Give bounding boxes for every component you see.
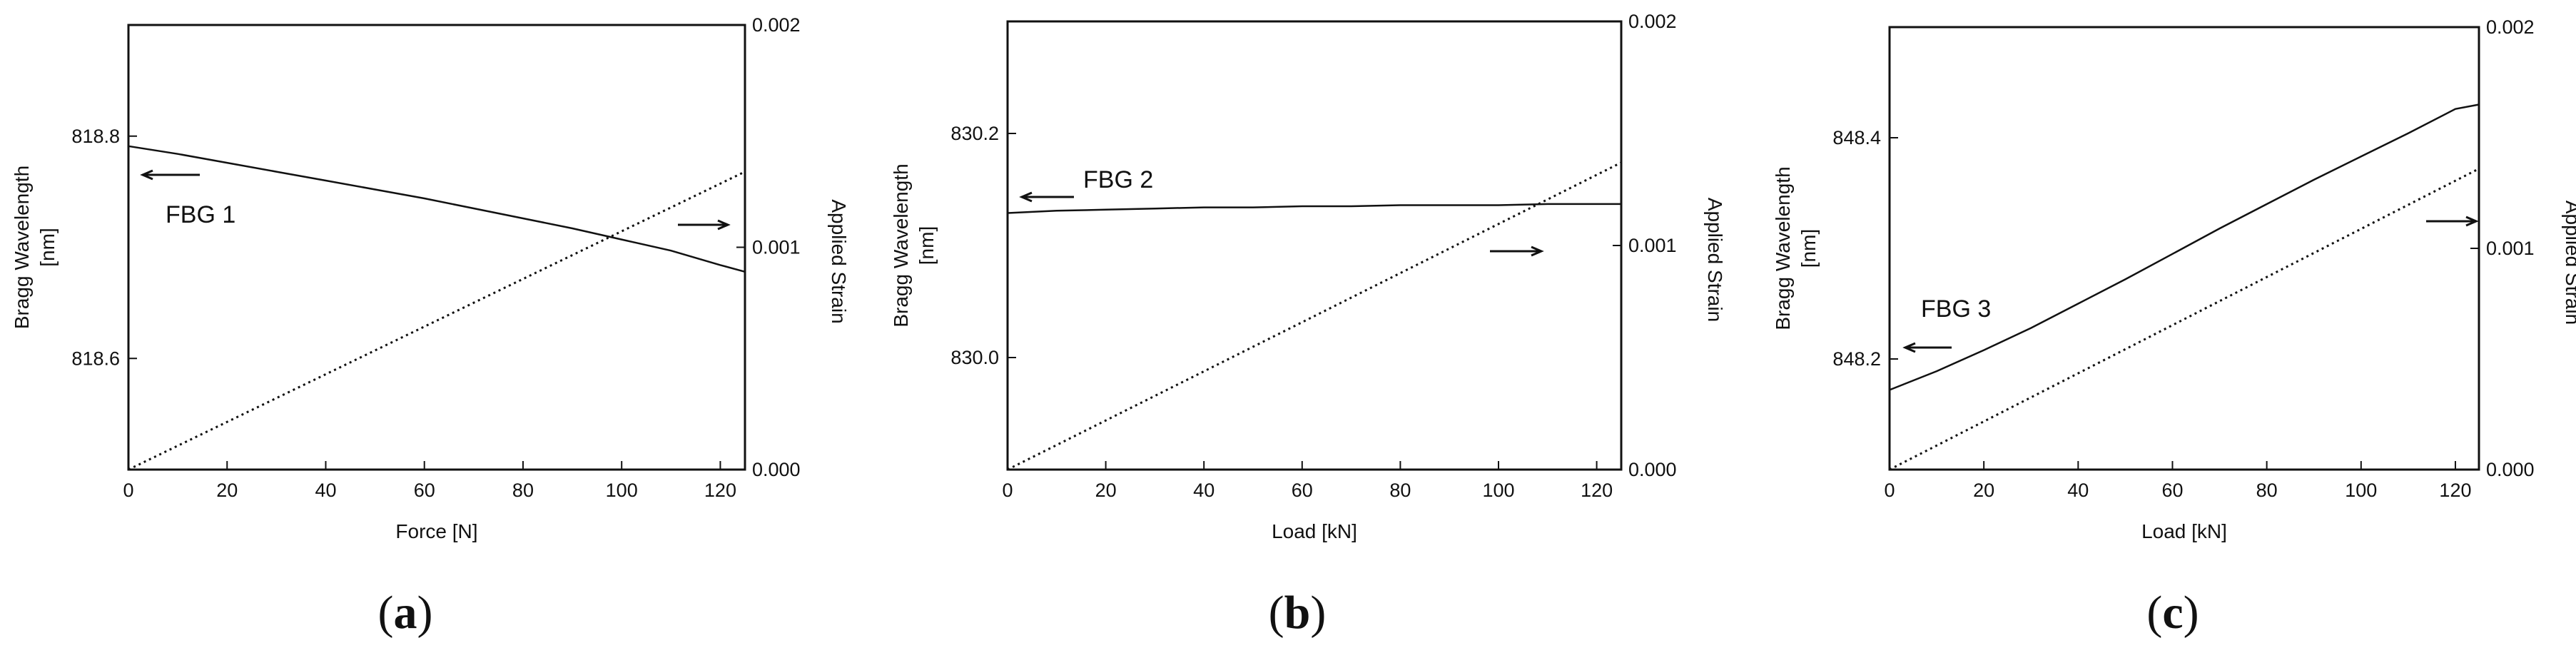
x-tick-label: 20 [1095,480,1117,501]
y-tick-label: 848.2 [1832,348,1881,370]
x-axis-title: Load [kN] [1272,520,1357,542]
series-label: FBG 1 [166,201,235,228]
x-tick-label: 0 [1884,480,1895,501]
caption-open-paren: ( [378,587,394,639]
y2-axis-title: Applied Strain [1704,198,1726,322]
left-arrowhead [140,169,153,181]
x-tick-label: 40 [1193,480,1215,501]
y2-axis-title: Applied Strain [2562,201,2576,325]
y-axis-title: Bragg Wavelength [nm] [11,166,59,329]
x-tick-label: 120 [2439,480,2471,501]
y2-tick-label: 0.001 [2486,238,2535,259]
x-tick-label: 60 [414,480,435,501]
strain-series-line [1889,168,2480,471]
y-axis-title-line: [nm] [1797,229,1820,268]
x-axis-title: Load [kN] [2141,520,2227,542]
x-tick-label: 40 [2067,480,2089,501]
x-tick-label: 60 [2161,480,2183,501]
x-tick-label: 120 [1581,480,1613,501]
y-axis-title-line: [nm] [36,228,59,266]
y-axis-title-line: Bragg Wavelength [1772,166,1794,330]
left-arrowhead [1019,191,1033,203]
x-tick-label: 100 [2345,480,2377,501]
series-label: FBG 2 [1083,166,1153,193]
y-axis-title-line: Bragg Wavelength [11,166,33,329]
caption-close-paren: ) [417,587,433,639]
y-tick-label: 818.6 [71,348,120,369]
y2-tick-label: 0.001 [1628,235,1677,256]
x-tick-label: 40 [315,480,336,501]
y2-tick-label: 0.002 [1628,11,1677,32]
y2-axis-title: Applied Strain [828,199,850,323]
right-arrowhead [2465,216,2479,227]
wavelength-series-line [128,145,746,273]
y2-tick-label: 0.001 [752,237,801,258]
y-tick-label: 818.8 [71,126,120,147]
y-tick-label: 848.4 [1832,127,1881,148]
left-arrowhead [1902,342,1916,353]
x-tick-label: 80 [512,480,534,501]
caption-open-paren: ( [1269,587,1284,639]
y-axis-title-line: Bragg Wavelength [890,163,912,327]
y2-tick-label: 0.000 [2486,459,2535,480]
y2-tick-label: 0.000 [752,459,801,480]
x-tick-label: 80 [1389,480,1411,501]
x-tick-label: 80 [2256,480,2278,501]
x-tick-label: 100 [606,480,638,501]
y-tick-label: 830.0 [950,347,999,368]
panel-caption: (a) [378,587,433,639]
x-tick-label: 0 [1002,480,1013,501]
panel-caption: (c) [2146,587,2199,639]
panel-b: 0 20 40 60 80 100 120 830.0 830.2 0.000 0.001 0.002… [890,11,1726,639]
caption-letter: a [394,587,417,639]
y-axis-title: Bragg Wavelength [nm] [1772,166,1820,330]
plot-frame [1006,20,1623,471]
x-tick-label: 60 [1292,480,1313,501]
y-axis-title: Bragg Wavelength [nm] [890,163,938,327]
y-tick-label: 830.2 [950,123,999,144]
caption-close-paren: ) [1310,587,1326,639]
y2-tick-label: 0.002 [752,14,801,36]
x-tick-label: 120 [704,480,736,501]
caption-letter: b [1284,587,1311,639]
x-tick-label: 100 [1482,480,1514,501]
caption-letter: c [2162,587,2183,639]
x-tick-label: 0 [123,480,133,501]
strain-series-line [1007,161,1622,471]
panel-c: 0 20 40 60 80 100 120 848.2 848.4 0.000 0.001 0.002… [1772,16,2576,639]
x-tick-label: 20 [1973,480,1994,501]
panel-caption: (b) [1269,587,1327,639]
caption-close-paren: ) [2184,587,2199,639]
panel-a: 0 20 40 60 80 100 120 818.6 818.8 0.000 0.001 0.002… [11,14,850,639]
right-arrowhead [717,219,731,231]
right-arrowhead [1531,245,1544,257]
y-axis-title-line: [nm] [916,226,938,265]
caption-open-paren: ( [2146,587,2162,639]
wavelength-series-line [1889,103,2480,391]
x-tick-label: 20 [216,480,238,501]
y2-tick-label: 0.000 [1628,459,1677,480]
series-label: FBG 3 [1921,295,1991,323]
y2-tick-label: 0.002 [2486,16,2535,38]
x-axis-title: Force [N] [395,520,477,542]
